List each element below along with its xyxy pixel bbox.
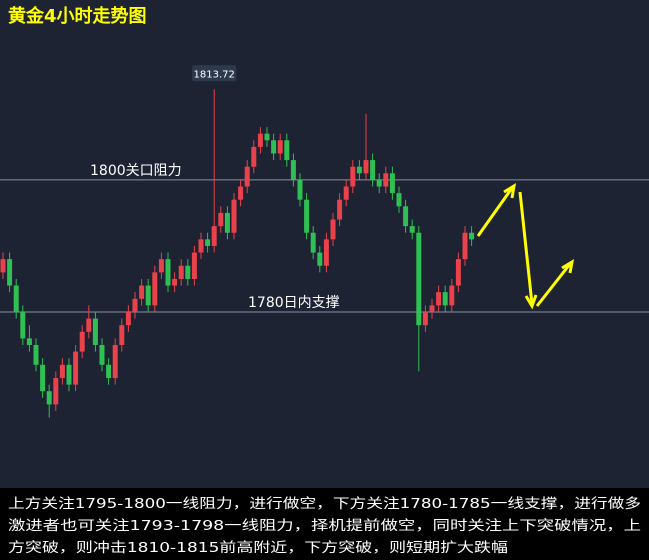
candle-body [79,331,85,352]
candle-body [119,325,125,345]
level-label: 1780日内支撑 [248,295,340,311]
candle-body [231,199,237,233]
candle-body [0,259,6,273]
candle-body [112,345,118,379]
arrow-head [503,183,517,199]
candle-body [53,378,59,405]
chart-title: 黄金4小时走势图 [8,5,147,27]
candle-body [13,285,19,312]
candle-body [158,259,164,273]
candle-body [198,239,204,253]
candle-body [469,232,475,240]
candle-body [323,239,329,266]
candle-body [218,212,224,227]
candle-body [449,285,455,306]
candle-body [145,285,151,306]
candle-body [370,160,376,180]
candle-body [191,252,197,279]
candle-body [211,226,217,246]
candle-body [422,311,428,326]
candle-body [383,173,389,187]
candle-body [403,206,409,227]
candle-body [238,186,244,200]
arrow [535,263,572,307]
arrow-head [524,294,538,310]
candle-body [416,232,422,326]
candle-body [92,318,98,345]
candle-body [317,252,323,266]
candle-body [73,351,79,385]
arrow [518,191,534,305]
candle-body [396,193,402,207]
candle-body [165,259,171,286]
candle-body [178,265,184,279]
candle-body [330,219,336,240]
candle-body [185,265,191,279]
candle-body [132,298,138,312]
candle-body [271,140,277,154]
candle-body [106,364,112,379]
candle-body [356,166,362,174]
candle-body [125,311,131,326]
candle-body [244,166,250,187]
candle-body [284,140,290,161]
candle-body [172,278,178,286]
high-label-box [192,65,237,82]
candle-body [363,160,369,174]
candle-body [152,272,158,306]
candle-body [389,173,395,194]
commentary-line: 上方关注1795-1800一线阻力，进行做空，下方关注1780-1785一线支撑… [8,495,641,512]
candle-body [337,199,343,220]
arrow-head [561,259,575,274]
candle-body [455,259,461,286]
candle-body [66,364,72,385]
high-label: 1813.72 [194,69,235,80]
candle-body [33,345,39,365]
candle-body [376,179,382,187]
candle-body [442,292,448,306]
candle-body [20,311,26,339]
candle-body [436,292,442,306]
candle-body [304,199,310,233]
candle-body [409,226,415,233]
candle-body [277,140,283,154]
candle-body [7,259,13,286]
candle-body [343,186,349,200]
candle-body [310,232,316,253]
candle-body [86,318,92,332]
candle-body [297,179,303,200]
forecast-arrows [476,183,575,310]
level-label: 1800关口阻力 [90,163,182,179]
candle-body [462,232,468,260]
candle-body [257,133,263,147]
candle-body [99,345,105,365]
commentary-box [0,488,649,560]
arrow [476,187,514,237]
candle-body [59,364,65,379]
candle-body [26,338,32,345]
candle-body [251,146,257,167]
candle-body [139,285,145,299]
commentary-line: 激进者也可关注1793-1798一线阻力，择机提前做空，同时关注上下突破情况，上 [8,517,641,534]
candle-body [264,133,270,141]
candle-body [290,160,296,180]
candle-body [224,212,230,233]
candle-body [429,305,435,312]
candle-body [46,391,52,405]
candle-body [205,239,211,246]
candle-body [350,166,356,187]
candle-body [40,364,46,392]
commentary-line: 方突破，则冲击1810-1815前高附近，下方突破，则短期扩大跌幅 [8,539,508,556]
